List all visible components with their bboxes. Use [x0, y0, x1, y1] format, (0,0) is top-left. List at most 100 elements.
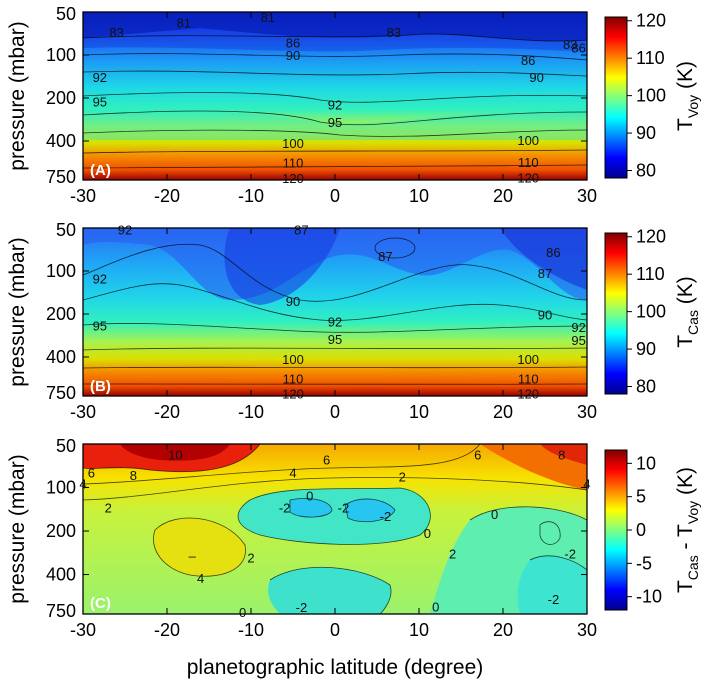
colorbar-c-title-unit: (K) [674, 467, 697, 501]
colorbar-c-tick-label: 5 [636, 487, 646, 507]
panel-a-xtick-label: 30 [577, 186, 597, 206]
colorbar-c-tick-label: -10 [636, 587, 662, 607]
colorbar-a-tick-label: 120 [636, 11, 666, 31]
panel-b-xtick-label: 10 [409, 402, 429, 422]
panel-a-xtick-label: -20 [154, 186, 180, 206]
colorbar-b-tick-label: 120 [636, 227, 666, 247]
panel-c-contour-label: 4 [197, 571, 204, 586]
panel-b-ytick-label: 200 [46, 304, 76, 324]
panel-c-contour-label: 8 [130, 468, 137, 483]
x-axis-label: planetographic latitude (degree) [187, 656, 484, 679]
panel-a-contour-label: 81 [177, 15, 191, 30]
panel-c-field [83, 444, 587, 614]
panel-b-ytick-label: 400 [46, 347, 76, 367]
panel-c-xtick-label: 0 [330, 620, 340, 640]
panel-c-contour-label: 6 [323, 452, 330, 467]
panel-a-ytick-label: 750 [46, 167, 76, 187]
panel-a-ytick-label: 200 [46, 88, 76, 108]
panel-c-label: (C) [90, 595, 111, 612]
panel-c-contour-label: 6 [474, 447, 481, 462]
panel-c-contour-label: -2 [338, 501, 350, 516]
panel-a-contour-label: 83 [387, 25, 401, 40]
panel-c-xtick-label: 10 [409, 620, 429, 640]
panel-a-contour-label: 100 [282, 136, 304, 151]
panel-c-xtick-label: -10 [238, 620, 264, 640]
panel-b-ylabel: pressure (mbar) [6, 237, 29, 386]
panel-a-frame [82, 11, 588, 181]
colorbar-c-title-main: T [674, 580, 697, 593]
panel-c-contour-label: 4 [289, 466, 296, 481]
colorbar-a-tick-label: 90 [636, 123, 656, 143]
panel-a-contour-label: 120 [517, 170, 539, 185]
colorbar-c-title-sub: Cas [685, 555, 701, 580]
panel-a-ylabel: pressure (mbar) [6, 21, 29, 170]
panel-a-xtick-label: 10 [409, 186, 429, 206]
panel-b-contour-label: 92 [571, 320, 585, 335]
panel-c-contour-label: 2 [105, 501, 112, 516]
panel-b-xtick-label: 0 [330, 402, 340, 422]
panel-b-xtick-label: 30 [577, 402, 597, 422]
panel-c-contour-label: 0 [424, 526, 431, 541]
panel-b-contour-label: 100 [517, 352, 539, 367]
panel-b-frame [82, 227, 588, 397]
panel-a-contour-label: 120 [282, 171, 304, 186]
panel-c-contour-label: 0 [491, 507, 498, 522]
panel-c-contour-label: – [189, 548, 197, 563]
panel-c-xtick-label: 20 [493, 620, 513, 640]
panel-a-label: (A) [90, 162, 111, 179]
panel-c-ytick-label: 100 [46, 478, 76, 498]
panel-b-contour-label: 86 [546, 245, 560, 260]
panel-b-contour-label: 90 [538, 308, 552, 323]
panel-a-field [83, 12, 587, 180]
colorbar-a-title: TVoy (K) [674, 61, 701, 131]
panel-a-xtick-label: 0 [330, 186, 340, 206]
colorbar-c [604, 449, 628, 611]
panel-b-xtick-label: 20 [493, 402, 513, 422]
colorbar-b [604, 232, 628, 395]
panel-b-ytick-label: 50 [56, 220, 76, 240]
panel-b-contour-label: 100 [282, 352, 304, 367]
panel-b-contour-label: 87 [378, 249, 392, 264]
panel-b-xtick-label: -30 [70, 402, 96, 422]
panel-b-contour-label: 110 [518, 372, 539, 387]
panel-a [83, 12, 587, 180]
panel-c-contour-label: -2 [279, 501, 291, 516]
panel-b-xtick-label: -20 [154, 402, 180, 422]
colorbar-a-title-sub: Voy [685, 95, 701, 118]
panel-c-xtick-label: 30 [577, 620, 597, 640]
colorbar-c-title-mid: - T [674, 524, 697, 555]
panel-c-contour-label: 8 [558, 447, 565, 462]
panel-b-contour-label: 120 [282, 387, 304, 402]
panel-b-contour-label: 110 [283, 372, 304, 387]
colorbar-b-tick-label: 100 [636, 302, 666, 322]
panel-c-ytick-label: 750 [46, 601, 76, 621]
colorbar-b-tick-label: 90 [636, 339, 656, 359]
panel-a-contour-label: 100 [517, 133, 539, 148]
panel-b-contour-label: 92 [118, 222, 132, 237]
panel-a-xtick-label: 20 [493, 186, 513, 206]
colorbar-a-title-main: T [674, 118, 697, 131]
panel-a-contour-label: 95 [328, 115, 342, 130]
panel-b-contour-label: 120 [517, 387, 539, 402]
colorbar-a [604, 16, 628, 179]
panel-b-ytick-label: 100 [46, 261, 76, 281]
panel-a-contour-label: 86 [521, 53, 535, 68]
panel-b-contour-label: 95 [328, 332, 342, 347]
panel-c-contour-label: 2 [399, 469, 406, 484]
panel-c-contour-label: -2 [296, 600, 308, 615]
panel-b-contour-label: 95 [93, 319, 107, 334]
panel-c-contour-label: 0 [239, 605, 246, 620]
panel-a-contour-label: 83 [563, 37, 577, 52]
panel-b-contour-label: 90 [286, 294, 300, 309]
panel-b-contour-label: 87 [294, 222, 308, 237]
panel-a-contour-label: 110 [283, 156, 304, 171]
panel-a-ytick-label: 50 [56, 4, 76, 24]
colorbar-c-title: TCas - TVoy (K) [674, 467, 701, 593]
panel-a-contour-label: 86 [571, 40, 585, 55]
panel-b-label: (B) [90, 378, 111, 395]
colorbar-a-title-unit: (K) [674, 61, 697, 95]
panel-a-contour-label: 110 [518, 155, 539, 170]
panel-c-ytick-label: 50 [56, 436, 76, 456]
panel-b [83, 228, 587, 396]
